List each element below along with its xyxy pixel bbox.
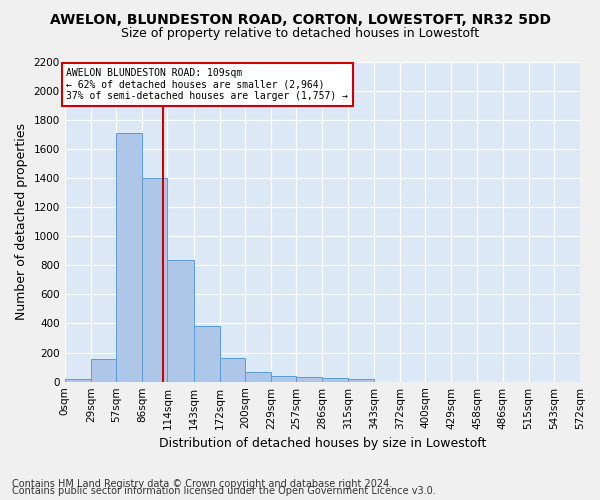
Text: AWELON BLUNDESTON ROAD: 109sqm
← 62% of detached houses are smaller (2,964)
37% : AWELON BLUNDESTON ROAD: 109sqm ← 62% of … xyxy=(67,68,349,101)
Y-axis label: Number of detached properties: Number of detached properties xyxy=(15,123,28,320)
Text: Contains public sector information licensed under the Open Government Licence v3: Contains public sector information licen… xyxy=(12,486,436,496)
Bar xyxy=(167,260,193,382)
Bar xyxy=(296,378,322,382)
X-axis label: Distribution of detached houses by size in Lowestoft: Distribution of detached houses by size … xyxy=(158,437,486,450)
Bar xyxy=(271,376,296,382)
Text: AWELON, BLUNDESTON ROAD, CORTON, LOWESTOFT, NR32 5DD: AWELON, BLUNDESTON ROAD, CORTON, LOWESTO… xyxy=(49,12,551,26)
Bar xyxy=(245,372,271,382)
Bar xyxy=(91,359,116,382)
Bar xyxy=(116,133,142,382)
Bar xyxy=(220,358,245,382)
Bar xyxy=(322,378,349,382)
Bar xyxy=(65,379,91,382)
Bar xyxy=(349,380,374,382)
Bar xyxy=(193,326,220,382)
Bar xyxy=(142,178,167,382)
Text: Size of property relative to detached houses in Lowestoft: Size of property relative to detached ho… xyxy=(121,28,479,40)
Text: Contains HM Land Registry data © Crown copyright and database right 2024.: Contains HM Land Registry data © Crown c… xyxy=(12,479,392,489)
